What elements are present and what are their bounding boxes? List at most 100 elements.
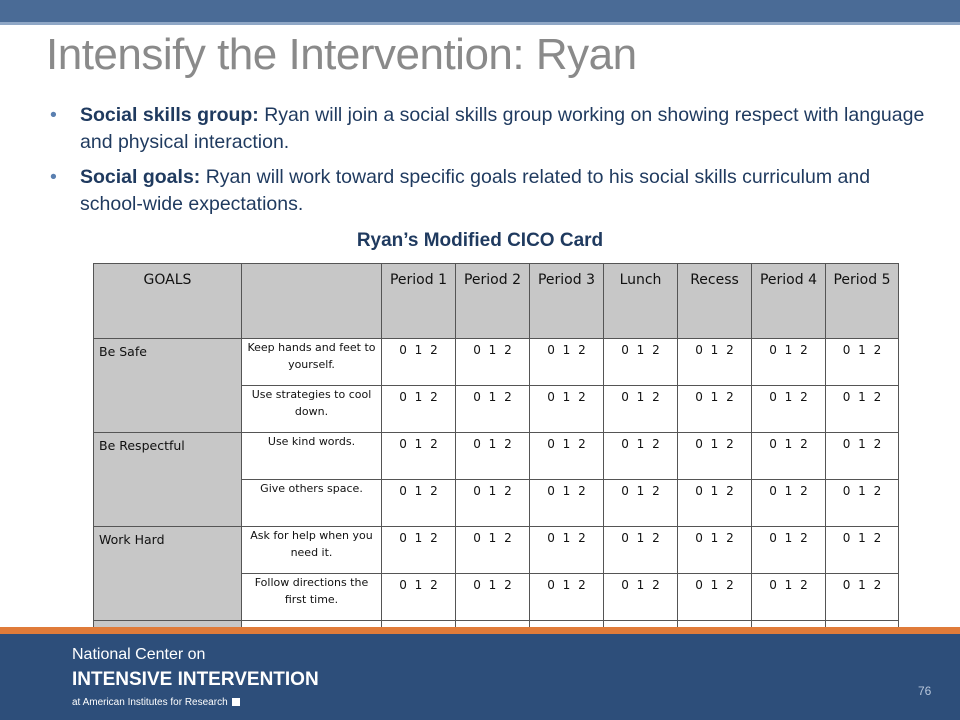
score-cell: 0 1 2 — [677, 479, 752, 527]
score-scale: 0 1 2 — [473, 531, 512, 545]
score-scale: 0 1 2 — [842, 343, 882, 357]
bullet-text: Ryan will join a social skills group wor… — [80, 104, 925, 153]
goals-header: GOALS — [93, 263, 242, 339]
score-scale: 0 1 2 — [621, 484, 660, 498]
score-cell: 0 1 2 — [825, 479, 899, 527]
bullet-item: • Social goals: Ryan will work toward spe… — [46, 164, 926, 218]
score-scale: 0 1 2 — [473, 578, 512, 592]
score-scale: 0 1 2 — [621, 578, 660, 592]
score-cell: 0 1 2 — [381, 573, 456, 621]
score-scale: 0 1 2 — [769, 437, 808, 451]
score-cell: 0 1 2 — [677, 526, 752, 574]
score-cell: 0 1 2 — [381, 432, 456, 480]
score-scale: 0 1 2 — [547, 343, 586, 357]
score-cell: 0 1 2 — [825, 432, 899, 480]
score-cell: 0 1 2 — [455, 526, 530, 574]
behavior-description: Use kind words. — [241, 432, 382, 480]
bullet-lead: Social skills group: — [80, 104, 259, 126]
score-cell: 0 1 2 — [603, 573, 678, 621]
score-cell: 0 1 2 — [455, 479, 530, 527]
top-banner — [0, 0, 960, 22]
behavior-description: Use strategies to cool down. — [241, 385, 382, 433]
score-cell: 0 1 2 — [603, 338, 678, 386]
bullet-lead: Social goals: — [80, 166, 201, 188]
behavior-description: Give others space. — [241, 479, 382, 527]
score-cell: 0 1 2 — [603, 385, 678, 433]
footer-org-line3: at American Institutes for Research — [72, 697, 240, 708]
behavior-description: Ask for help when you need it. — [241, 526, 382, 574]
score-cell: 0 1 2 — [751, 479, 826, 527]
score-cell: 0 1 2 — [455, 573, 530, 621]
period-header: Lunch — [603, 263, 678, 339]
score-scale: 0 1 2 — [621, 343, 660, 357]
score-cell: 0 1 2 — [825, 526, 899, 574]
page-number: 76 — [918, 684, 932, 698]
score-scale: 0 1 2 — [842, 578, 882, 592]
footer-banner: National Center on INTENSIVE INTERVENTIO… — [0, 634, 960, 720]
score-scale: 0 1 2 — [695, 390, 734, 404]
score-cell: 0 1 2 — [677, 338, 752, 386]
score-cell: 0 1 2 — [677, 385, 752, 433]
table-row: Work Hard Ask for help when you need it. 0… — [93, 526, 899, 621]
score-cell: 0 1 2 — [603, 479, 678, 527]
score-cell: 0 1 2 — [825, 573, 899, 621]
cico-card-table: GOALS Period 1 Period 2 Period 3 Lunch Recess… — [93, 263, 899, 678]
score-scale: 0 1 2 — [399, 343, 438, 357]
period-header: Period 2 — [455, 263, 530, 339]
score-cell: 0 1 2 — [825, 338, 899, 386]
score-cell: 0 1 2 — [529, 526, 604, 574]
score-scale: 0 1 2 — [769, 390, 808, 404]
footer-org-line1: National Center on — [72, 646, 206, 663]
table-row: Be Respectful Use kind words. 0 1 2 0 1 2 0 … — [93, 432, 899, 527]
period-header: Period 4 — [751, 263, 826, 339]
score-cell: 0 1 2 — [455, 432, 530, 480]
score-cell: 0 1 2 — [381, 526, 456, 574]
score-scale: 0 1 2 — [769, 531, 808, 545]
score-cell: 0 1 2 — [381, 338, 456, 386]
table-row: Give others space. 0 1 2 0 1 2 0 1 2 0 1 2 0 … — [94, 479, 899, 527]
score-cell: 0 1 2 — [381, 479, 456, 527]
score-scale: 0 1 2 — [399, 437, 438, 451]
period-header: Period 3 — [529, 263, 604, 339]
score-cell: 0 1 2 — [751, 385, 826, 433]
top-banner-rule — [0, 22, 960, 25]
score-scale: 0 1 2 — [695, 578, 734, 592]
score-scale: 0 1 2 — [547, 437, 586, 451]
score-scale: 0 1 2 — [399, 484, 438, 498]
table-row: Use strategies to cool down. 0 1 2 0 1 2 0 … — [94, 385, 899, 433]
bullet-item: • Social skills group: Ryan will join a s… — [46, 102, 926, 156]
score-scale: 0 1 2 — [842, 437, 882, 451]
score-cell: 0 1 2 — [455, 385, 530, 433]
period-header: Period 1 — [381, 263, 456, 339]
score-cell: 0 1 2 — [677, 573, 752, 621]
score-cell: 0 1 2 — [381, 385, 456, 433]
score-cell: 0 1 2 — [751, 573, 826, 621]
score-cell: 0 1 2 — [529, 385, 604, 433]
square-logo-icon — [231, 698, 240, 706]
table-row: Follow directions the first time. 0 1 2 0 … — [94, 573, 899, 621]
score-scale: 0 1 2 — [547, 578, 586, 592]
goal-label: Be Respectful — [93, 432, 242, 527]
score-scale: 0 1 2 — [695, 484, 734, 498]
score-scale: 0 1 2 — [695, 437, 734, 451]
bullet-text: Ryan will work toward specific goals rel… — [80, 166, 871, 215]
goal-label: Work Hard — [93, 526, 242, 621]
score-scale: 0 1 2 — [842, 390, 882, 404]
slide-title: Intensify the Intervention: Ryan — [46, 30, 637, 79]
score-cell: 0 1 2 — [677, 432, 752, 480]
behavior-header — [241, 263, 382, 339]
score-cell: 0 1 2 — [455, 338, 530, 386]
score-scale: 0 1 2 — [473, 390, 512, 404]
score-scale: 0 1 2 — [547, 531, 586, 545]
bullet-list: • Social skills group: Ryan will join a s… — [46, 102, 926, 226]
score-scale: 0 1 2 — [695, 343, 734, 357]
period-header: Recess — [677, 263, 752, 339]
score-cell: 0 1 2 — [529, 573, 604, 621]
score-cell: 0 1 2 — [825, 385, 899, 433]
score-scale: 0 1 2 — [473, 437, 512, 451]
score-cell: 0 1 2 — [603, 526, 678, 574]
score-scale: 0 1 2 — [695, 531, 734, 545]
score-cell: 0 1 2 — [751, 432, 826, 480]
bullet-dot-icon: • — [50, 166, 57, 188]
bullet-dot-icon: • — [50, 104, 57, 126]
